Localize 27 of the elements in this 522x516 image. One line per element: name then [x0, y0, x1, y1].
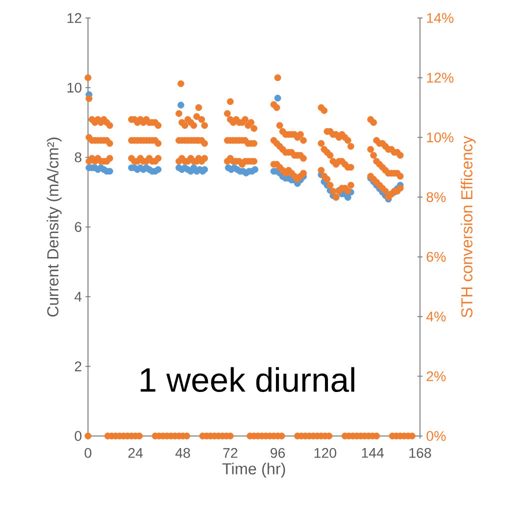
x-tick-label: 144 — [362, 448, 384, 458]
x-tick-label: 120 — [314, 448, 336, 458]
y-tick-label: 10 — [68, 82, 82, 93]
y-tick-label: 4 — [74, 292, 82, 302]
y-tick-label: 12 — [68, 13, 82, 23]
y2-tick-label: 6% — [426, 252, 446, 262]
y-axis-title: Current Density (mA/cm²) — [46, 138, 62, 317]
y2-tick-label: 4% — [426, 312, 446, 322]
y-tick-label: 2 — [74, 361, 82, 372]
y2-tick-label: 14% — [427, 13, 454, 23]
x-axis-title: Time (hr) — [222, 462, 286, 478]
x-tick-label: 96 — [270, 448, 285, 458]
y2-tick-label: 12% — [427, 72, 454, 83]
x-tick-label: 168 — [409, 448, 432, 458]
y2-tick-label: 8% — [426, 192, 446, 202]
y2-tick-label: 10% — [427, 132, 454, 142]
x-tick-label: 72 — [223, 448, 238, 458]
y2-tick-label: 2% — [426, 371, 446, 382]
y-tick-label: 8 — [74, 152, 82, 162]
x-tick-label: 24 — [128, 448, 143, 458]
y-tick-label: 0 — [74, 431, 82, 441]
y-tick-label: 6 — [74, 222, 82, 232]
x-tick-label: 0 — [84, 448, 92, 458]
y2-axis-title: STH conversion Efficency — [460, 136, 476, 318]
annotation: 1 week diurnal — [140, 367, 354, 392]
y2-tick-label: 0% — [426, 431, 446, 441]
x-tick-label: 48 — [175, 448, 190, 458]
